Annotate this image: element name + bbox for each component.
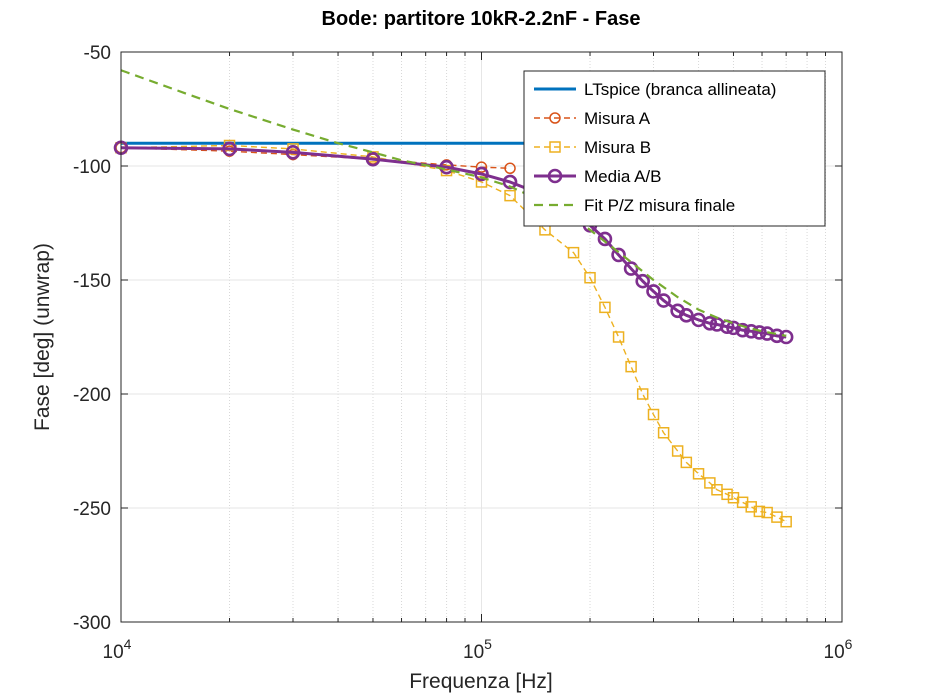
- data-point: [365, 151, 381, 167]
- data-point: [671, 445, 684, 457]
- data-point: [504, 162, 516, 175]
- legend-label: Fit P/Z misura finale: [584, 196, 735, 215]
- legend-label: Misura A: [584, 109, 651, 128]
- data-point: [612, 331, 625, 343]
- x-axis-label: Frequenza [Hz]: [409, 670, 553, 693]
- grid: [121, 52, 842, 622]
- x-tick-label: 105: [463, 636, 492, 663]
- data-point: [743, 323, 759, 339]
- legend-box: [523, 70, 826, 227]
- data-point: [721, 488, 733, 501]
- legend-item: Fit P/Z misura finale: [534, 196, 735, 215]
- data-point: [502, 174, 518, 190]
- data-point: [679, 308, 694, 323]
- x-tick-label: 104: [103, 636, 132, 663]
- y-tick-label: -250: [73, 499, 111, 520]
- data-point: [584, 271, 596, 284]
- data-point: [702, 316, 718, 331]
- series-4: [120, 69, 787, 337]
- y-axis-label: Fase [deg] (unwrap): [31, 243, 54, 431]
- y-tick-label: -200: [73, 385, 111, 406]
- series-line: [120, 69, 787, 337]
- data-point: [623, 261, 639, 276]
- legend: LTspice (branca allineata) Misura A Misura…: [523, 70, 826, 227]
- y-tick-label: -300: [73, 613, 111, 634]
- data-point: [778, 329, 794, 345]
- legend-marker: [549, 141, 561, 153]
- legend-marker: [547, 168, 563, 184]
- data-point: [611, 247, 626, 263]
- data-point: [636, 388, 649, 400]
- data-point: [656, 293, 671, 308]
- legend-item: Media A/B: [534, 167, 662, 186]
- legend-item: LTspice (branca allineata): [534, 80, 776, 99]
- data-point: [735, 322, 750, 338]
- legend-item: Misura A: [534, 109, 651, 128]
- legend-label: LTspice (branca allineata): [584, 80, 776, 99]
- legend-label: Misura B: [584, 138, 651, 157]
- data-point: [657, 427, 670, 439]
- data-point: [646, 284, 661, 299]
- data-point: [752, 325, 767, 340]
- legend-item: Misura B: [534, 138, 651, 157]
- legend-label: Media A/B: [584, 167, 662, 186]
- data-point: [504, 189, 516, 202]
- data-point: [753, 505, 766, 518]
- y-tick-label: -100: [73, 157, 111, 178]
- y-tick-label: -150: [73, 271, 111, 292]
- data-point: [285, 145, 301, 160]
- data-point: [625, 360, 637, 373]
- data-point: [474, 166, 489, 182]
- data-point: [635, 273, 651, 289]
- data-point: [567, 246, 580, 259]
- y-tick-label: -50: [84, 43, 111, 64]
- data-point: [475, 161, 488, 173]
- chart-title: Bode: partitore 10kR-2.2nF - Fase: [322, 8, 641, 30]
- data-point: [726, 320, 741, 336]
- data-point: [599, 301, 611, 314]
- data-point: [692, 468, 705, 480]
- data-point: [222, 141, 237, 157]
- data-point: [597, 231, 613, 247]
- data-point: [647, 408, 660, 421]
- legend-marker: [549, 112, 561, 124]
- data-point: [780, 515, 792, 528]
- data-point: [704, 477, 716, 489]
- data-point: [680, 456, 693, 469]
- x-tick-label: 106: [824, 636, 853, 663]
